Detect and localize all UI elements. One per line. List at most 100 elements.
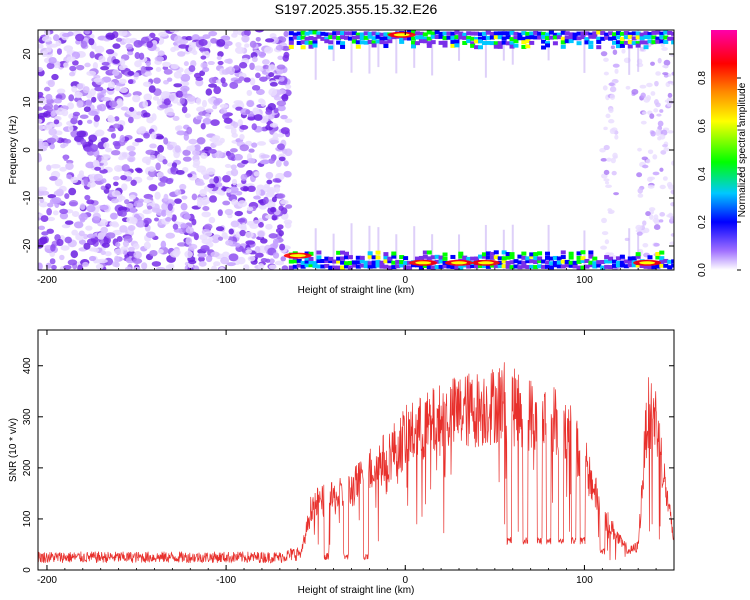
spectrogram-band-cell	[489, 41, 495, 46]
colorbar: 0.0 0.2 0.4 0.6 0.8 Normalized spectral ampl…	[697, 30, 748, 277]
spectrogram-cell	[278, 205, 284, 211]
spectrogram-streak	[332, 233, 335, 270]
spectrogram-band-cell	[383, 255, 389, 260]
spectrogram-cell	[118, 156, 125, 161]
spectrogram-band-cell	[647, 255, 653, 260]
spectrogram-band-cell	[596, 263, 602, 268]
spectrogram-band-cell	[505, 255, 511, 260]
spectrogram-cell	[276, 100, 287, 107]
spectrogram-cell	[61, 224, 70, 229]
spectrogram-cell	[662, 72, 669, 76]
spectrogram-cell	[155, 266, 166, 270]
spectrogram-cell	[174, 189, 182, 196]
spectrogram-band-cell	[659, 39, 665, 44]
spectrogram-cell	[667, 80, 673, 84]
spectrogram-cell	[241, 34, 250, 43]
spectrogram-band-cell	[548, 265, 554, 270]
spectrogram-cell	[105, 183, 112, 190]
spectrogram-band-cell	[355, 35, 361, 40]
spectrogram-cell	[251, 123, 257, 131]
spectrogram-cell	[218, 191, 226, 196]
spectrogram-band-cell	[304, 36, 310, 41]
spectrogram-band-cell	[608, 259, 614, 264]
spectrogram-band-cell	[399, 39, 405, 44]
spectrogram-band-cell	[336, 40, 342, 45]
spectrogram-cell	[64, 139, 72, 144]
spectrogram-cell	[274, 186, 281, 193]
spectrogram-band-cell	[288, 31, 294, 36]
spectrogram-xtick-label: 100	[576, 275, 593, 286]
spectrogram-band-cell	[600, 36, 606, 41]
spectrogram-cell	[38, 91, 44, 97]
spectrogram-cell	[246, 100, 255, 108]
spectrogram-cell	[96, 104, 103, 111]
spectrogram-cell	[252, 56, 258, 63]
spectrogram-cell	[46, 207, 52, 216]
spectrogram-cell	[48, 128, 57, 136]
spectrogram-cell	[184, 113, 191, 119]
spectrogram-cell	[47, 79, 55, 88]
spectrogram-band-cell	[454, 30, 460, 35]
spectrogram-cell	[79, 114, 89, 119]
spectrogram-cell	[237, 256, 246, 265]
spectrogram-cell	[68, 200, 79, 207]
spectrogram-ytick-label: 0	[22, 147, 33, 153]
spectrogram-band-cell	[525, 35, 531, 40]
spectrogram-cell	[217, 209, 223, 217]
spectrogram-band-cell	[446, 31, 452, 36]
spectrogram-cell	[129, 207, 137, 214]
spectrogram-cell	[254, 30, 264, 33]
spectrogram-band-cell	[438, 259, 444, 264]
spectrogram-cell	[224, 208, 234, 216]
spectrogram-cell	[200, 55, 207, 60]
spectrogram-band-cell	[462, 35, 468, 40]
spectrogram-band-cell	[288, 265, 294, 270]
spectrogram-band-cell	[564, 39, 570, 44]
spectrogram-band-cell	[363, 264, 369, 269]
spectrogram-cell	[185, 36, 193, 41]
spectrogram-band-cell	[458, 265, 464, 270]
spectrogram-band-cell	[403, 256, 409, 261]
spectrogram-cell	[234, 46, 245, 54]
spectrogram-cell	[208, 31, 218, 37]
spectrogram-band-cell	[521, 40, 527, 45]
spectrogram-cell	[605, 184, 613, 189]
spectrogram-cell	[631, 88, 639, 95]
spectrogram-band-cell	[529, 35, 535, 40]
spectrogram-band-cell	[505, 252, 511, 257]
spectrogram-band-cell	[647, 265, 653, 270]
spectrogram-streak	[377, 227, 380, 268]
spectrogram-cell	[183, 61, 189, 67]
spectrogram-cell	[229, 148, 238, 153]
spectrogram-cell	[603, 71, 609, 76]
spectrogram-cell	[56, 88, 66, 94]
spectrogram-band-cell	[351, 31, 357, 36]
spectrogram-band-cell	[635, 263, 641, 268]
spectrogram-cell	[121, 183, 128, 191]
spectrogram-cell	[198, 38, 208, 47]
spectrogram-cell	[650, 91, 656, 96]
spectrogram-band-cell	[493, 31, 499, 36]
spectrogram-cell	[152, 95, 160, 101]
spectrogram-band-cell	[592, 256, 598, 261]
spectrogram-cell	[237, 218, 246, 223]
spectrogram-cell	[191, 218, 197, 226]
spectrogram-cell	[116, 98, 123, 106]
spectrogram-cell	[195, 76, 204, 81]
spectrogram-cell	[257, 230, 265, 238]
spectrogram-cell	[46, 216, 56, 222]
spectrogram-cell	[235, 106, 243, 111]
spectrogram-band-cell	[375, 39, 381, 44]
spectrogram-band-cell	[615, 260, 621, 265]
spectrogram-cell	[662, 176, 668, 181]
spectrogram-band-cell	[651, 30, 657, 35]
spectrogram-cell	[112, 123, 121, 129]
colorbar-tick-label: 0.6	[697, 119, 708, 133]
spectrogram-band-cell	[418, 39, 424, 44]
spectrogram-streak	[628, 228, 631, 269]
spectrogram-cell	[101, 242, 110, 248]
spectrogram-band-cell	[560, 255, 566, 260]
spectrogram-band-cell	[548, 261, 554, 266]
spectrogram-cell	[637, 187, 643, 194]
